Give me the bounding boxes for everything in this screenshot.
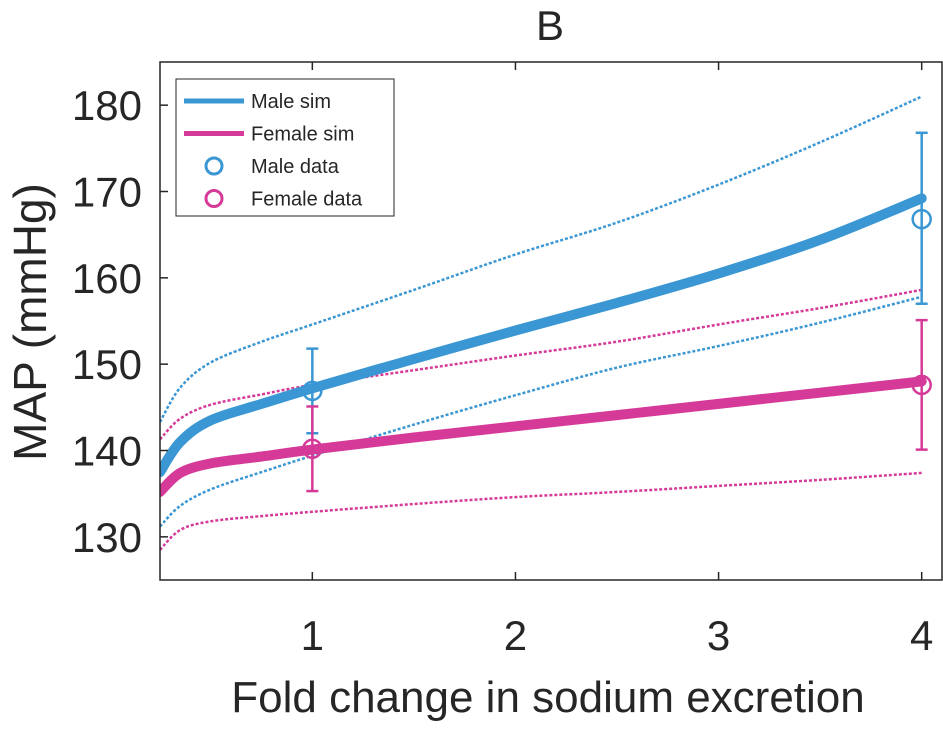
confidence-bands (160, 95, 923, 551)
female-data-point (911, 318, 932, 451)
female-data-legend-label: Female data (251, 189, 363, 211)
y-axis-label: MAP (mmHg) (4, 183, 56, 461)
x-tick-label: 3 (707, 612, 730, 659)
male-sim-lower-bound (160, 295, 923, 528)
y-tick-label: 150 (72, 341, 142, 388)
female-sim-line (160, 376, 927, 497)
female-sim-legend-label: Female sim (251, 124, 354, 146)
x-tick-label: 4 (910, 612, 933, 659)
male-data-legend-label: Male data (251, 156, 340, 178)
y-tick-label: 130 (72, 514, 142, 561)
y-tick-label: 170 (72, 169, 142, 216)
x-tick-label: 2 (504, 612, 527, 659)
chart-title: B (536, 2, 564, 49)
y-tick-label: 160 (72, 255, 142, 302)
series-lines (160, 193, 927, 497)
female-data-point (302, 405, 323, 493)
data-markers (302, 131, 932, 493)
y-tick-label: 140 (72, 428, 142, 475)
x-tick-label: 1 (301, 612, 324, 659)
female-sim-upper-bound (160, 288, 922, 441)
male-sim-upper-bound (160, 95, 923, 423)
x-axis-ticks: 1 2 3 4 (301, 62, 933, 659)
axes (159, 61, 943, 581)
male-data-legend-swatch (204, 156, 224, 176)
y-tick-label: 180 (72, 82, 142, 129)
male-data-point (911, 131, 932, 305)
male-sim-line (160, 193, 927, 478)
female-data-legend-swatch (204, 189, 224, 208)
female-sim-lower-bound (160, 471, 922, 551)
y-axis-ticks: 130 140 150 160 170 180 (72, 82, 168, 561)
legend: Male sim Female sim Male data Female data (175, 78, 395, 217)
x-axis-label: Fold change in sodium excretion (231, 673, 864, 722)
male-sim-legend-label: Male sim (251, 91, 331, 113)
